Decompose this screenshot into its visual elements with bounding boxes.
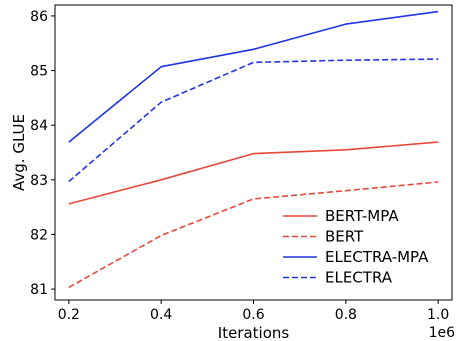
y-tick-label: 83 bbox=[30, 173, 48, 189]
series-line-bert bbox=[68, 181, 439, 289]
x-tick-label: 0.2 bbox=[58, 307, 80, 323]
y-tick-label: 82 bbox=[30, 227, 48, 243]
x-axis-offset-label: 1e6 bbox=[429, 325, 456, 341]
series-line-electra bbox=[68, 58, 439, 183]
x-tick-label: 0.8 bbox=[335, 307, 357, 323]
x-tick-label: 0.6 bbox=[242, 307, 264, 323]
legend-label-bert-mpa: BERT-MPA bbox=[325, 207, 399, 225]
x-axis-label: Iterations bbox=[218, 324, 290, 341]
legend: BERT-MPA BERT ELECTRA-MPA ELECTRA bbox=[283, 207, 429, 287]
x-axis-ticks: 0.2 0.4 0.6 0.8 1.0 bbox=[58, 300, 449, 323]
series-lines bbox=[68, 10, 439, 289]
y-tick-label: 84 bbox=[30, 118, 48, 134]
x-tick-label: 0.4 bbox=[150, 307, 172, 323]
y-tick-label: 86 bbox=[30, 9, 48, 25]
x-tick-label: 1.0 bbox=[427, 307, 449, 323]
y-axis-label: Avg. GLUE bbox=[10, 114, 28, 191]
legend-label-electra: ELECTRA bbox=[325, 269, 393, 287]
series-line-bert-mpa bbox=[68, 141, 439, 205]
y-tick-label: 81 bbox=[30, 282, 48, 298]
legend-label-electra-mpa: ELECTRA-MPA bbox=[325, 248, 429, 266]
y-axis-ticks: 81 82 83 84 85 86 bbox=[30, 9, 55, 298]
legend-label-bert: BERT bbox=[325, 228, 364, 246]
y-tick-label: 85 bbox=[30, 64, 48, 80]
series-line-electra-mpa bbox=[68, 10, 439, 143]
